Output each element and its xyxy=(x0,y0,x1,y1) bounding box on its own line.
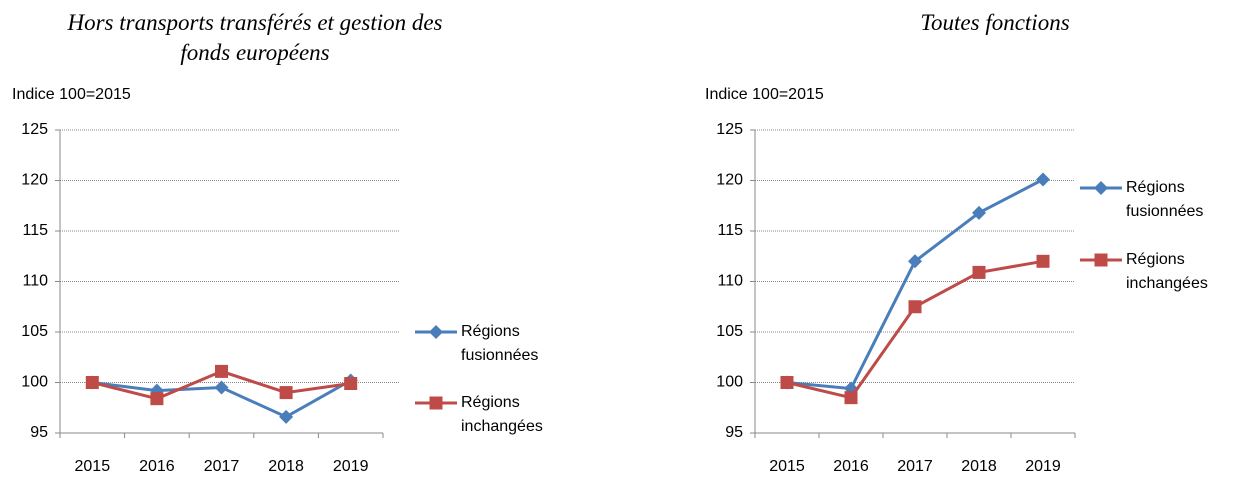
marker xyxy=(429,325,443,339)
y-tick-label: 100 xyxy=(21,374,48,391)
x-tick-label: 2015 xyxy=(75,458,111,475)
legend-label: Régions fusionnées xyxy=(1126,179,1204,220)
marker xyxy=(908,254,922,269)
chart-title: Hors transports transférés et gestion de… xyxy=(67,10,443,65)
marker xyxy=(279,409,294,424)
marker xyxy=(972,265,986,279)
marker xyxy=(215,364,228,378)
marker xyxy=(844,391,858,405)
marker xyxy=(1094,253,1108,267)
y-tick-label: 115 xyxy=(717,222,743,239)
x-tick-label: 2016 xyxy=(139,458,175,475)
x-tick-label: 2019 xyxy=(1025,458,1061,475)
y-tick-label: 95 xyxy=(30,424,48,441)
legend-label: Régions inchangées xyxy=(1126,251,1208,292)
y-axis-label: Indice 100=2015 xyxy=(12,86,131,103)
x-tick-label: 2017 xyxy=(897,458,933,475)
legend-label: Régions fusionnées xyxy=(461,323,539,364)
marker xyxy=(214,380,229,395)
chart-title: Toutes fonctions xyxy=(920,10,1070,35)
marker xyxy=(150,392,164,406)
y-tick-label: 105 xyxy=(21,323,48,340)
legend-label: Régions inchangées xyxy=(461,394,543,435)
line xyxy=(786,178,1044,391)
x-tick-label: 2018 xyxy=(961,458,997,475)
marker xyxy=(429,396,443,410)
marker xyxy=(85,376,99,389)
marker xyxy=(1036,254,1050,268)
marker xyxy=(972,205,986,220)
y-tick-label: 125 xyxy=(21,121,48,138)
y-tick-label: 110 xyxy=(717,273,743,290)
marker xyxy=(279,386,293,400)
y-axis-label: Indice 100=2015 xyxy=(705,86,824,103)
y-tick-label: 120 xyxy=(21,172,48,189)
y-tick-label: 95 xyxy=(725,424,743,441)
y-tick-label: 120 xyxy=(716,172,743,189)
y-tick-label: 115 xyxy=(22,222,48,239)
x-tick-label: 2016 xyxy=(833,458,869,475)
y-tick-label: 125 xyxy=(716,121,743,138)
x-tick-label: 2017 xyxy=(204,458,240,475)
y-tick-label: 105 xyxy=(716,323,743,340)
marker xyxy=(780,376,794,389)
marker xyxy=(344,377,358,391)
marker xyxy=(1094,181,1108,195)
x-tick-label: 2019 xyxy=(333,458,369,475)
y-tick-label: 110 xyxy=(22,273,48,290)
x-tick-label: 2018 xyxy=(268,458,304,475)
marker xyxy=(908,300,922,314)
marker xyxy=(1036,172,1050,187)
y-tick-label: 100 xyxy=(716,374,743,391)
x-tick-label: 2015 xyxy=(769,458,805,475)
